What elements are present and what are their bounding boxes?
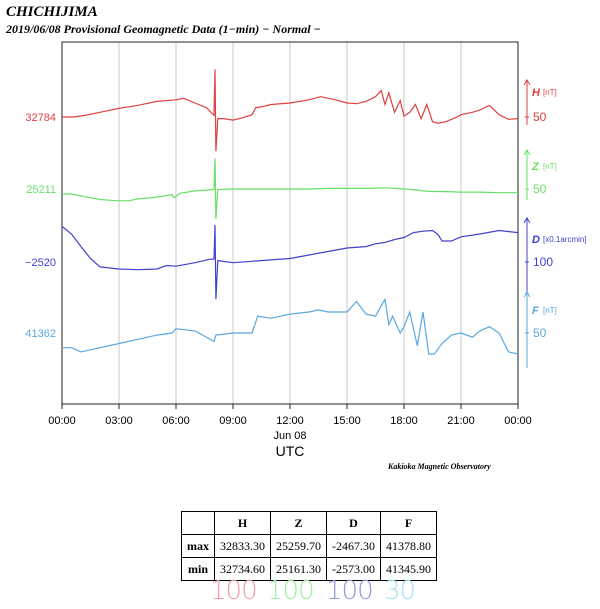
series-scale-f: 50 <box>533 326 547 340</box>
series-unit-h: [nT] <box>543 88 557 97</box>
scale-legend: 100 100 100 30 <box>0 576 600 606</box>
stats-cell: 32833.30 <box>215 535 271 558</box>
series-name-f: F <box>532 305 539 317</box>
stats-header-f: F <box>381 512 437 535</box>
stats-row-max: max 32833.30 25259.70 -2467.30 41378.80 <box>182 535 437 558</box>
x-tick-label: 06:00 <box>162 415 190 427</box>
stats-header-d: D <box>327 512 381 535</box>
stats-cell: -2467.30 <box>327 535 381 558</box>
series-unit-d: [x0.1arcmin] <box>543 235 587 244</box>
stats-header-z: Z <box>271 512 327 535</box>
scale-z: 100 <box>267 576 314 606</box>
observatory-credit: Kakioka Magnetic Observatory <box>388 462 491 471</box>
grid <box>62 42 518 409</box>
x-axis-label: UTC <box>276 443 305 459</box>
series-name-d: D <box>532 234 540 246</box>
x-tick-label: 15:00 <box>333 415 361 427</box>
series-scale-z: 50 <box>533 182 547 196</box>
series-name-h: H <box>532 87 541 99</box>
series-unit-f: [nT] <box>543 306 557 315</box>
stats-row-label: max <box>182 535 215 558</box>
series-name-z: Z <box>531 161 540 173</box>
stats-header-h: H <box>215 512 271 535</box>
baseline-label-z: 25211 <box>26 184 56 196</box>
scale-d: 100 <box>326 576 373 606</box>
stats-cell: 25259.70 <box>271 535 327 558</box>
scale-h: 100 <box>210 576 257 606</box>
baseline-label-f: 41362 <box>25 328 56 340</box>
x-tick-label: 18:00 <box>390 415 418 427</box>
geomagnetic-chart: 00:00 03:00 06:00 09:00 12:00 15:00 18:00 21:00… <box>0 0 600 475</box>
x-tick-label: 00:00 <box>48 415 76 427</box>
scale-f: 30 <box>384 576 415 606</box>
x-tick-label: 21:00 <box>447 415 475 427</box>
stats-table: H Z D F max 32833.30 25259.70 -2467.30 4… <box>181 511 437 581</box>
axis-labels: 00:00 03:00 06:00 09:00 12:00 15:00 18:00 21:00… <box>25 80 586 459</box>
baseline-label-d: −2520 <box>25 257 56 269</box>
x-tick-label: 09:00 <box>219 415 247 427</box>
date-label: Jun 08 <box>273 430 306 442</box>
x-tick-label: 00:00 <box>504 415 532 427</box>
x-tick-label: 12:00 <box>276 415 304 427</box>
series-scale-d: 100 <box>533 255 553 269</box>
series-unit-z: [nT] <box>543 162 557 171</box>
x-tick-label: 03:00 <box>105 415 133 427</box>
stats-corner <box>182 512 215 535</box>
stats-cell: 41378.80 <box>381 535 437 558</box>
baseline-label-h: 32784 <box>25 112 56 124</box>
series-scale-h: 50 <box>533 110 547 124</box>
